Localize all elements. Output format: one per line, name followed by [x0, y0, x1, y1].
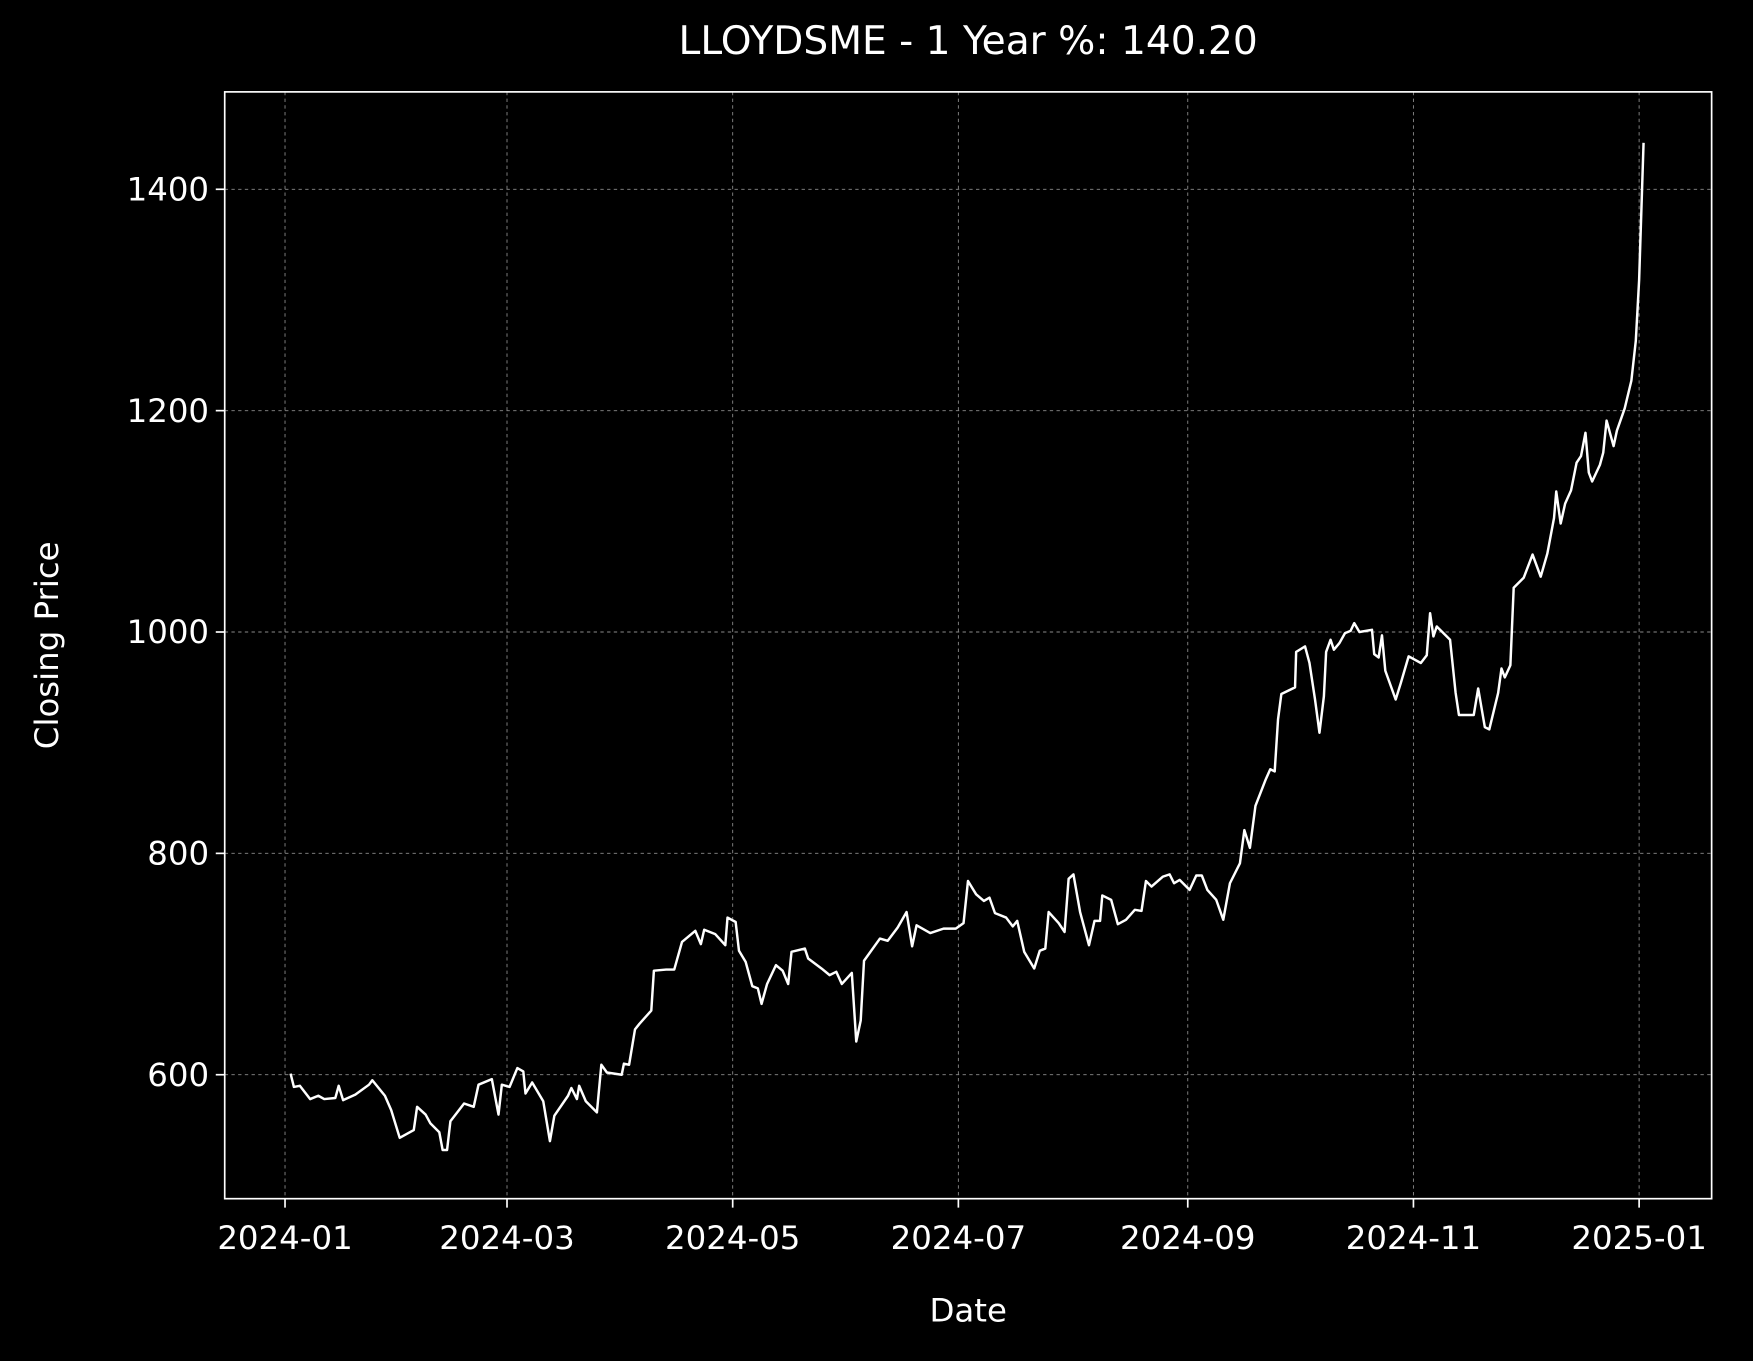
x-axis-label: Date	[929, 1292, 1006, 1330]
x-tick-label: 2024-05	[665, 1219, 800, 1257]
x-tick-label: 2024-09	[1120, 1219, 1255, 1257]
y-tick-label: 1200	[127, 392, 209, 430]
x-tick-label: 2024-01	[217, 1219, 352, 1257]
x-tick-label: 2024-03	[439, 1219, 574, 1257]
y-tick-label: 600	[147, 1056, 209, 1094]
plot-frame	[223, 91, 1713, 1200]
y-axis-label: Closing Price	[28, 541, 66, 749]
price-line	[289, 142, 1645, 1152]
y-tick-label: 800	[147, 835, 209, 873]
x-tick-label: 2024-11	[1346, 1219, 1481, 1257]
y-tick-label: 1000	[127, 613, 209, 651]
x-tick-label: 2024-07	[891, 1219, 1026, 1257]
chart-title: LLOYDSME - 1 Year %: 140.20	[679, 19, 1258, 64]
x-tick-label: 2025-01	[1571, 1219, 1706, 1257]
y-tick-label: 1400	[127, 170, 209, 208]
